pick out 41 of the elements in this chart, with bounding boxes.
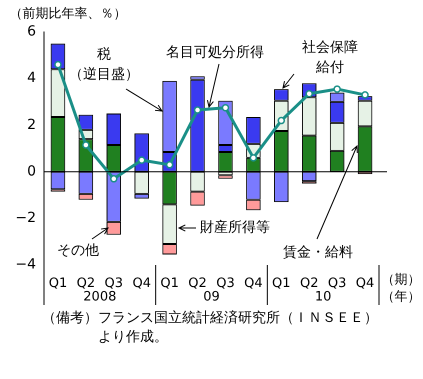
- series-label: 財産所得等: [200, 220, 270, 236]
- point: [333, 85, 341, 93]
- text: 名目可処分所得: [166, 44, 264, 61]
- series-label: 社会保障給付: [302, 40, 358, 76]
- point: [222, 104, 230, 112]
- y-tick-label: −4: [15, 256, 36, 273]
- text: （期）: [382, 272, 420, 288]
- text: 10: [314, 289, 332, 304]
- y-axis-title: （前期比年率、％）: [10, 5, 126, 22]
- point: [278, 116, 286, 124]
- text: 賃金・給料: [283, 244, 353, 261]
- text: 2008: [83, 289, 116, 304]
- y-tick-label: −2: [15, 210, 36, 226]
- point: [110, 175, 118, 183]
- series-label: その他: [57, 242, 99, 259]
- y-tick-label: 6: [27, 24, 36, 40]
- point: [194, 106, 202, 114]
- point: [250, 154, 258, 162]
- x-tick-label: Q1: [272, 276, 291, 292]
- y-tick-label: 2: [27, 116, 36, 133]
- x-tick-label: Q2: [300, 276, 318, 292]
- x-tick-label: Q4: [132, 276, 151, 292]
- x-tick-label: Q4: [244, 276, 263, 292]
- point: [82, 141, 90, 149]
- point: [138, 156, 146, 164]
- x-tick-label: Q3: [328, 276, 346, 292]
- x-tick-label: Q3: [216, 276, 235, 292]
- x-tick-label: Q1: [160, 276, 179, 292]
- x-tick-label: Q4: [356, 276, 374, 292]
- y-tick-label: 0: [27, 163, 36, 180]
- text: （備考）フランス国立統計経済研究所（ＩＮＳＥＥ）より作成。: [42, 309, 379, 347]
- x-tick-label: Q1: [48, 276, 68, 292]
- point: [361, 91, 369, 99]
- x-tick-label: Q2: [188, 276, 207, 292]
- text: （年）: [382, 289, 420, 304]
- x-tick-label: Q2: [76, 276, 96, 292]
- point: [54, 60, 62, 68]
- y-tick-label: 4: [27, 70, 36, 86]
- text: 09: [203, 289, 220, 304]
- series-label: 税（逆目盛）: [69, 46, 139, 83]
- x-tick-label: Q3: [104, 276, 124, 292]
